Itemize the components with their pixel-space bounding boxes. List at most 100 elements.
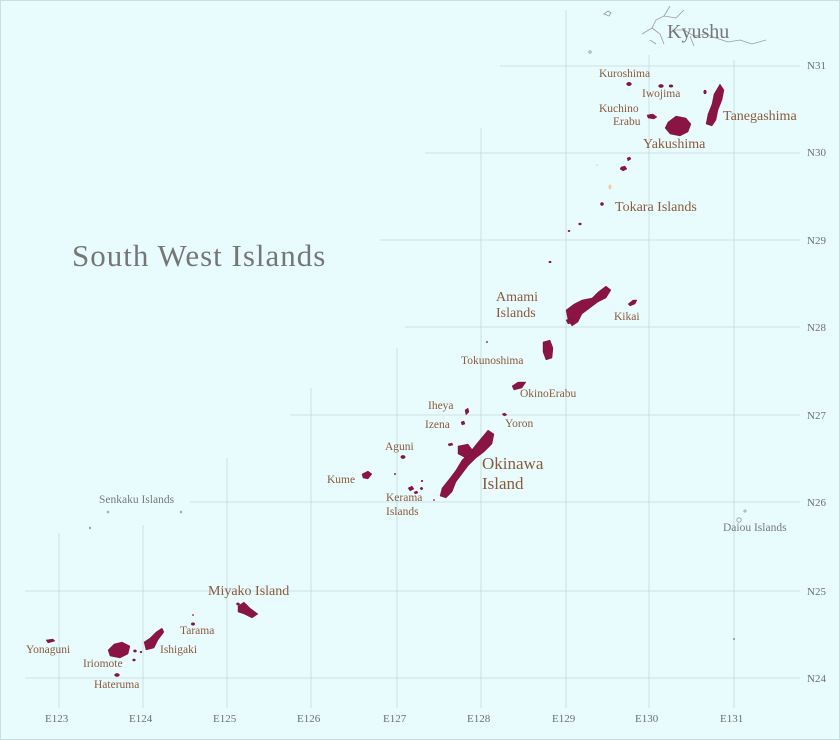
longitude-labels: E123 E124 E125 E126 E127 E128 E129 E130 … bbox=[45, 713, 743, 725]
aguni-island bbox=[400, 455, 406, 459]
lon-label-e131: E131 bbox=[720, 713, 743, 725]
latitude-grid bbox=[25, 65, 800, 679]
amami-oshima-island bbox=[565, 285, 612, 327]
label-yakushima: Yakushima bbox=[643, 137, 706, 152]
kakeroma-island bbox=[565, 317, 575, 325]
iwojima-island bbox=[658, 84, 664, 88]
tanegashima-island bbox=[705, 83, 725, 127]
lat-label-n29: N29 bbox=[807, 235, 826, 247]
label-kuroshima: Kuroshima bbox=[599, 68, 650, 80]
label-kuchino: Kuchino bbox=[599, 103, 639, 115]
yonaguni-island bbox=[45, 638, 56, 644]
takarajima-island bbox=[578, 222, 582, 226]
amami-islands bbox=[486, 285, 638, 417]
label-miyako-island: Miyako Island bbox=[208, 584, 289, 599]
lon-label-e126: E126 bbox=[297, 713, 321, 725]
tarama-island bbox=[190, 622, 195, 626]
izena-island bbox=[460, 420, 466, 426]
irabu-island bbox=[236, 602, 240, 606]
tokunoshima-island bbox=[542, 339, 554, 361]
kuchino-erabu-island bbox=[646, 113, 658, 120]
iriomote-island bbox=[107, 641, 131, 659]
label-amami-islands: Islands bbox=[496, 306, 536, 321]
label-tanegashima: Tanegashima bbox=[723, 109, 797, 124]
map-title: South West Islands bbox=[72, 238, 326, 273]
lat-label-n31: N31 bbox=[807, 60, 826, 72]
label-aguni: Aguni bbox=[385, 441, 414, 453]
osumi-islands bbox=[626, 81, 725, 137]
lon-label-e129: E129 bbox=[552, 713, 576, 725]
lat-label-n27: N27 bbox=[807, 410, 826, 422]
label-tokunoshima: Tokunoshima bbox=[461, 355, 523, 367]
nakanoshima-island bbox=[619, 165, 628, 172]
label-tokara-islands: Tokara Islands bbox=[615, 200, 697, 215]
longitude-grid bbox=[58, 10, 735, 708]
lat-label-n25: N25 bbox=[807, 586, 826, 598]
label-iheya: Iheya bbox=[428, 400, 454, 412]
label-okinawa-island: Island bbox=[482, 474, 524, 493]
yoron-island bbox=[501, 412, 508, 417]
miyako-island bbox=[237, 601, 259, 619]
okinawa-islands bbox=[361, 407, 495, 501]
kyushu-coastline bbox=[588, 5, 767, 54]
yokoatejima-island bbox=[548, 260, 552, 264]
takeshima-island bbox=[668, 84, 674, 88]
yaeyama-islands bbox=[45, 627, 165, 677]
lat-label-n26: N26 bbox=[807, 497, 826, 509]
lon-label-e130: E130 bbox=[635, 713, 659, 725]
lon-label-e127: E127 bbox=[383, 713, 407, 725]
label-amami: Amami bbox=[496, 290, 538, 305]
akusekijima-island bbox=[600, 202, 604, 206]
kuchinoshima-island bbox=[626, 156, 632, 162]
label-daiou-islands: Daiou Islands bbox=[723, 522, 787, 534]
kerama-islands bbox=[407, 485, 424, 495]
miyako-islands bbox=[190, 601, 259, 626]
yakushima-island bbox=[664, 115, 692, 137]
label-ishigaki: Ishigaki bbox=[160, 644, 197, 656]
iheya-island bbox=[464, 407, 470, 416]
lon-label-e125: E125 bbox=[213, 713, 237, 725]
label-iriomote: Iriomote bbox=[83, 658, 123, 670]
ishigaki-island bbox=[143, 627, 165, 651]
label-iwojima: Iwojima bbox=[642, 88, 680, 100]
kume-island bbox=[361, 470, 373, 480]
lat-label-n30: N30 bbox=[807, 147, 826, 159]
kikai-island bbox=[627, 299, 638, 307]
label-kume: Kume bbox=[327, 474, 355, 486]
okinoerabu-island bbox=[511, 381, 527, 391]
lon-label-e123: E123 bbox=[45, 713, 69, 725]
label-yonaguni: Yonaguni bbox=[26, 644, 70, 656]
label-yoron: Yoron bbox=[505, 418, 533, 430]
okinawa-island bbox=[439, 429, 495, 499]
tonaki-island bbox=[420, 480, 424, 482]
lat-label-n28: N28 bbox=[807, 322, 826, 334]
label-kerama-islands: Islands bbox=[386, 506, 419, 518]
taketomi-island bbox=[139, 650, 143, 654]
kohama-island bbox=[133, 649, 137, 653]
senkaku-islands bbox=[88, 510, 183, 530]
daiou-islands bbox=[732, 509, 747, 641]
label-senkaku-islands: Senkaku Islands bbox=[99, 494, 175, 506]
label-hateruma: Hateruma bbox=[94, 679, 139, 691]
kodakarajima-island bbox=[567, 230, 571, 232]
okinawa-motobu bbox=[457, 443, 475, 459]
kuroshima-island bbox=[626, 81, 632, 86]
mageshima-island bbox=[703, 89, 707, 95]
label-kikai: Kikai bbox=[614, 311, 640, 323]
tokara-islands bbox=[548, 156, 632, 264]
lon-label-e124: E124 bbox=[129, 713, 153, 725]
hateruma-island bbox=[114, 673, 120, 677]
label-okinoerabu: OkinoErabu bbox=[520, 388, 576, 400]
lat-label-n24: N24 bbox=[807, 673, 826, 685]
label-erabu: Erabu bbox=[613, 116, 641, 128]
label-izena: Izena bbox=[425, 419, 450, 431]
latitude-labels: N31 N30 N29 N28 N27 N26 N25 N24 bbox=[807, 60, 826, 685]
ie-island bbox=[447, 442, 454, 447]
label-kyushu: Kyushu bbox=[667, 21, 729, 43]
label-kerama: Kerama bbox=[386, 492, 422, 504]
lon-label-e128: E128 bbox=[467, 713, 491, 725]
label-tarama: Tarama bbox=[180, 625, 214, 637]
label-okinawa: Okinawa bbox=[482, 454, 544, 473]
suwanosejima-island bbox=[608, 184, 612, 190]
